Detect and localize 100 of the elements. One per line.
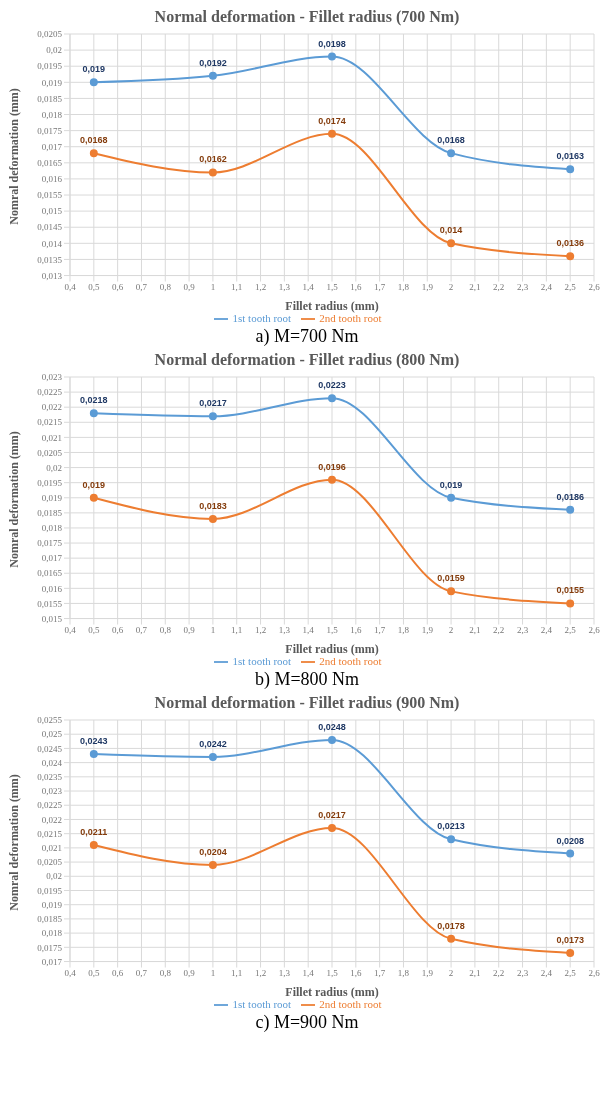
text: a) M=700 Nm	[254, 326, 360, 347]
data-label: 0,0242	[199, 738, 227, 749]
point	[328, 394, 336, 403]
data-label: 0,0136	[556, 238, 584, 249]
y-tick-label: 0,017	[41, 141, 63, 152]
x-tick-label: 2	[448, 281, 454, 292]
x-tick-label: 1,1	[231, 967, 243, 978]
x-tick-label: 2,4	[540, 624, 553, 635]
x-tick-label: 2,2	[493, 624, 505, 635]
y-tick-label: 0,021	[41, 843, 62, 854]
y-tick-label: 0,0165	[37, 568, 63, 579]
x-tick-label: 0,9	[183, 624, 196, 635]
x-tick-label: 1,6	[350, 967, 362, 978]
y-tick-label: 0,0145	[37, 222, 63, 233]
y-tick-label: 0,0205	[37, 29, 63, 40]
x-tick-label: 0,8	[159, 281, 172, 292]
y-tick-label: 0,013	[41, 270, 63, 281]
x-tick-label: 1,2	[254, 624, 267, 635]
point	[566, 849, 575, 858]
x-tick-label: 1,3	[278, 281, 291, 292]
x-tick-label: 0,7	[135, 624, 148, 635]
data-label: 0,0243	[80, 736, 108, 747]
x-tick-label: 2,1	[469, 624, 481, 635]
x-tick-label: 2,1	[469, 967, 481, 978]
chart-title: Normal deformation - Fillet radius (900 Nm)	[153, 694, 461, 712]
point	[328, 475, 336, 484]
y-tick-label: 0,0195	[37, 885, 63, 896]
x-tick-label: 2,3	[516, 967, 529, 978]
data-label: 0,0168	[437, 135, 465, 146]
data-label: 0,0248	[318, 721, 346, 732]
point	[208, 168, 217, 177]
point	[566, 599, 575, 608]
x-tick-label: 1,8	[397, 624, 410, 635]
x-axis-title: Fillet radius (mm)	[285, 298, 379, 313]
x-tick-label: 0,5	[88, 967, 100, 978]
y-tick-label: 0,015	[41, 613, 63, 624]
y-tick-label: 0,021	[41, 432, 62, 443]
point	[89, 149, 98, 158]
y-tick-label: 0,023	[41, 372, 63, 383]
x-tick-label: 2,5	[564, 624, 577, 635]
x-tick-label: 1,2	[254, 281, 267, 292]
y-tick-label: 0,0195	[37, 477, 63, 488]
y-tick-label: 0,0215	[37, 417, 63, 428]
point	[447, 934, 456, 943]
legend-label: 1st tooth root	[232, 997, 292, 1010]
x-tick-label: 2,4	[540, 281, 553, 292]
point	[328, 735, 336, 744]
data-label: 0,0208	[556, 835, 584, 846]
x-tick-label: 0,8	[159, 624, 172, 635]
data-label: 0,0155	[556, 585, 584, 596]
y-axis-title: Nomral deformation (mm)	[7, 774, 22, 911]
x-tick-label: 1,1	[231, 624, 243, 635]
x-tick-label: 0,4	[64, 967, 77, 978]
x-tick-label: 1,9	[421, 967, 434, 978]
point	[328, 52, 336, 61]
y-tick-label: 0,0215	[37, 828, 63, 839]
chart-title: Normal deformation - Fillet radius (700 Nm)	[153, 8, 461, 26]
data-label: 0,0196	[318, 461, 346, 472]
x-tick-label: 1,5	[326, 624, 339, 635]
data-label: 0,0218	[80, 395, 108, 406]
point	[89, 409, 98, 418]
x-tick-label: 2,3	[516, 624, 529, 635]
y-tick-label: 0,017	[41, 956, 63, 967]
point	[328, 823, 336, 832]
x-tick-label: 2,3	[516, 281, 529, 292]
point	[89, 841, 98, 850]
y-tick-label: 0,0205	[37, 447, 63, 458]
y-tick-label: 0,0255	[37, 715, 63, 726]
y-tick-label: 0,02	[46, 45, 62, 56]
y-tick-label: 0,0235	[37, 772, 63, 783]
y-tick-label: 0,019	[41, 899, 63, 910]
data-label: 0,0213	[437, 821, 465, 832]
point	[89, 78, 98, 87]
y-tick-label: 0,024	[41, 757, 63, 768]
x-tick-label: 1,5	[326, 967, 339, 978]
y-tick-label: 0,02	[46, 462, 62, 473]
data-label: 0,0223	[318, 380, 346, 391]
y-tick-label: 0,0165	[37, 158, 63, 169]
point	[89, 750, 98, 759]
x-tick-label: 0,6	[112, 624, 124, 635]
x-tick-label: 0,8	[159, 967, 172, 978]
y-axis-title: Nomral deformation (mm)	[7, 431, 22, 568]
point	[208, 71, 217, 80]
data-label: 0,014	[439, 225, 463, 236]
chart-title: Normal deformation - Fillet radius (800 Nm)	[153, 351, 461, 369]
x-tick-label: 0,9	[183, 967, 196, 978]
point	[566, 252, 575, 261]
point	[566, 165, 575, 174]
y-tick-label: 0,0185	[37, 508, 63, 519]
y-tick-label: 0,0175	[37, 125, 63, 136]
data-label: 0,0217	[318, 809, 346, 820]
point	[447, 835, 456, 844]
x-tick-label: 0,7	[135, 967, 148, 978]
point	[447, 239, 456, 248]
y-tick-label: 0,0205	[37, 857, 63, 868]
x-axis-title: Fillet radius (mm)	[285, 641, 379, 656]
y-tick-label: 0,018	[41, 928, 63, 939]
y-tick-label: 0,0185	[37, 914, 63, 925]
point	[89, 493, 98, 502]
y-tick-label: 0,022	[41, 814, 62, 825]
